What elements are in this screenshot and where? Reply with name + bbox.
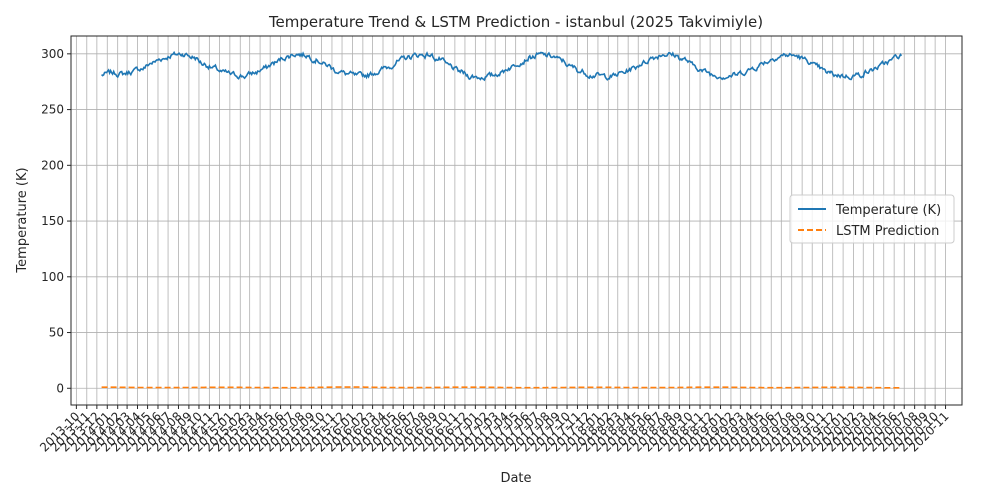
y-tick-label: 150 [41,214,64,228]
legend-label-lstm: LSTM Prediction [836,224,939,239]
y-axis-ticks: 0 50 100 150 200 250 300 [41,47,71,395]
y-tick-label: 100 [41,270,64,284]
temperature-line [101,50,903,82]
series-lines [101,50,903,389]
y-tick-label: 250 [41,103,64,117]
x-axis-label: Date [500,471,531,486]
legend-label-temperature: Temperature (K) [835,203,941,218]
y-tick-label: 200 [41,158,64,172]
y-tick-label: 50 [49,326,64,340]
x-axis-ticks: 2013-102013-112013-122014-012014-022014-… [37,405,952,455]
y-tick-label: 0 [56,381,64,395]
plot-frame [70,35,963,406]
chart-title: Temperature Trend & LSTM Prediction - is… [268,13,763,31]
y-axis-label: Temperature (K) [15,167,30,273]
legend: Temperature (K) LSTM Prediction [789,194,955,244]
lstm-prediction-line [101,386,902,389]
y-tick-label: 300 [41,47,64,61]
legend-box [789,194,955,244]
